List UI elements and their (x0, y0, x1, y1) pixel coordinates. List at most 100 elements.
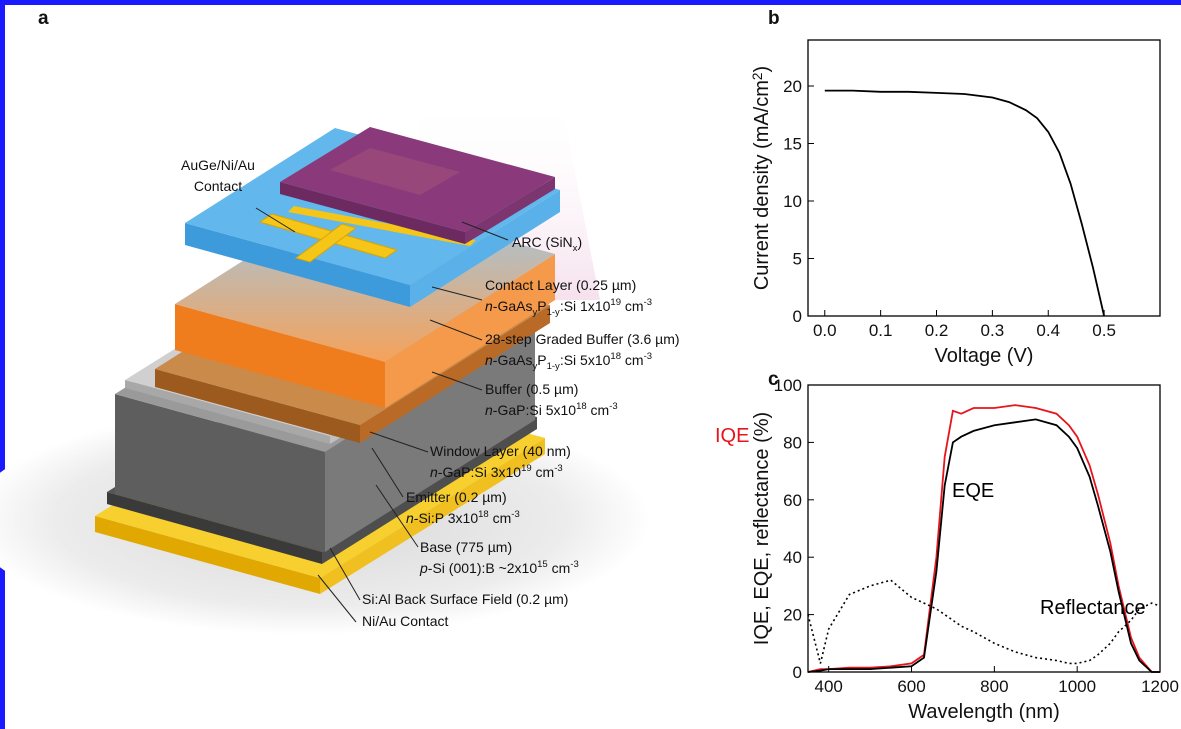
panel-label: b (768, 8, 780, 29)
layer-label: Emitter (0.2 µm) (406, 489, 507, 505)
layer-label: AuGe/Ni/Au (181, 157, 255, 173)
x-tick-label: 0.3 (981, 321, 1005, 340)
panel-label: a (38, 8, 49, 29)
x-tick-label: 0.0 (813, 321, 837, 340)
data-line (808, 580, 1160, 663)
figure: abcAuGe/Ni/AuContactARC (SiNx)Contact La… (0, 0, 1181, 729)
x-tick-label: 1200 (1141, 677, 1179, 696)
text-part: 28-step Graded Buffer (3.6 µm) (485, 331, 680, 347)
text-part: Si:Al Back Surface Field (0.2 µm) (362, 591, 568, 607)
text-part: -GaP:Si 3x10 (438, 464, 521, 480)
x-tick-label: 1000 (1058, 677, 1096, 696)
x-tick-label: 600 (897, 677, 925, 696)
text-part: -3 (554, 463, 562, 474)
text-part: n (485, 402, 493, 418)
text-part: Base (775 µm) (420, 539, 512, 555)
series-label: Reflectance (1040, 597, 1146, 619)
text-part: n (430, 464, 438, 480)
y-tick-label: 5 (793, 250, 802, 269)
layer-label: Window Layer (40 nm) (430, 443, 571, 459)
text-part: :Si 1x10 (560, 298, 611, 314)
text-part: ARC (SiN (512, 234, 573, 250)
layer-label: 28-step Graded Buffer (3.6 µm) (485, 331, 680, 347)
y-tick-label: 0 (793, 663, 802, 682)
text-part: -GaP:Si 5x10 (493, 402, 576, 418)
layer-label: Contact Layer (0.25 µm) (485, 277, 636, 293)
text-part: 18 (576, 401, 587, 412)
text-part: 18 (610, 351, 621, 362)
y-tick-label: 60 (783, 491, 802, 510)
frame-left (0, 0, 5, 729)
text-part: Window Layer (40 nm) (430, 443, 571, 459)
layer-label: n-GaP:Si 5x1018 cm-3 (485, 401, 618, 418)
text-part: Buffer (0.5 µm) (485, 381, 578, 397)
layer-label: Base (775 µm) (420, 539, 512, 555)
data-line (808, 419, 1160, 672)
x-tick-label: 0.1 (869, 321, 893, 340)
series-label: IQE (715, 425, 749, 447)
frame-top (0, 0, 1181, 5)
text-part: -3 (644, 297, 652, 308)
x-axis-label: Voltage (V) (935, 345, 1034, 367)
layer-label: Buffer (0.5 µm) (485, 381, 578, 397)
text-part: 1-y (547, 361, 560, 372)
text-part: n (485, 352, 493, 368)
series-label: EQE (952, 480, 994, 502)
text-part: 2 (750, 73, 765, 81)
y-tick-label: 20 (783, 77, 802, 96)
text-part: -GaAs (493, 298, 533, 314)
text-part: 18 (478, 509, 489, 520)
text-part: -Si:P 3x10 (414, 510, 479, 526)
text-part: cm (548, 560, 571, 576)
layer-label: p-Si (001):B ~2x1015 cm-3 (419, 559, 579, 576)
y-axis-label: IQE, EQE, reflectance (%) (751, 412, 773, 645)
layer-label: Ni/Au Contact (362, 613, 448, 629)
y-tick-label: 15 (783, 135, 802, 154)
text-part: cm (489, 510, 512, 526)
y-tick-label: 40 (783, 548, 802, 567)
text-part: cm (587, 402, 610, 418)
y-tick-label: 0 (793, 307, 802, 326)
text-part: n (406, 510, 414, 526)
text-part: cm (621, 352, 644, 368)
text-part: ) (577, 234, 582, 250)
text-part: Ni/Au Contact (362, 613, 448, 629)
text-part: -3 (570, 559, 578, 570)
text-part: :Si 5x10 (560, 352, 611, 368)
text-part: -Si (001):B ~2x10 (428, 560, 538, 576)
y-tick-label: 20 (783, 606, 802, 625)
text-part: n (485, 298, 493, 314)
text-part: 19 (521, 463, 532, 474)
text-part: AuGe/Ni/Au (181, 157, 255, 173)
text-part: Contact Layer (0.25 µm) (485, 277, 636, 293)
text-part: cm (621, 298, 644, 314)
text-part: Emitter (0.2 µm) (406, 489, 507, 505)
text-part: cm (532, 464, 555, 480)
text-part: 1-y (547, 307, 560, 318)
x-tick-label: 0.2 (925, 321, 949, 340)
text-part: P (537, 298, 546, 314)
y-axis-label: Current density (mA/cm2) (750, 66, 773, 290)
layer-label: n-GaP:Si 3x1019 cm-3 (430, 463, 563, 480)
text-part: -3 (511, 509, 519, 520)
y-tick-label: 80 (783, 433, 802, 452)
text-part: P (537, 352, 546, 368)
text-part: p (419, 560, 428, 576)
x-tick-label: 0.5 (1092, 321, 1116, 340)
layer-label: n-Si:P 3x1018 cm-3 (406, 509, 520, 526)
text-part: Contact (194, 178, 242, 194)
text-part: -3 (644, 351, 652, 362)
y-tick-label: 100 (774, 376, 802, 395)
text-part: -3 (609, 401, 617, 412)
text-part: 19 (610, 297, 621, 308)
text-part: Current density (mA/cm (751, 80, 773, 290)
text-part: IQE, EQE, reflectance (%) (751, 412, 773, 645)
x-tick-label: 800 (980, 677, 1008, 696)
text-part: -GaAs (493, 352, 533, 368)
x-axis-label: Wavelength (nm) (908, 701, 1060, 723)
y-tick-label: 10 (783, 192, 802, 211)
x-tick-label: 400 (815, 677, 843, 696)
plot-frame (808, 40, 1160, 316)
layer-label: Si:Al Back Surface Field (0.2 µm) (362, 591, 568, 607)
text-part: 15 (537, 559, 548, 570)
